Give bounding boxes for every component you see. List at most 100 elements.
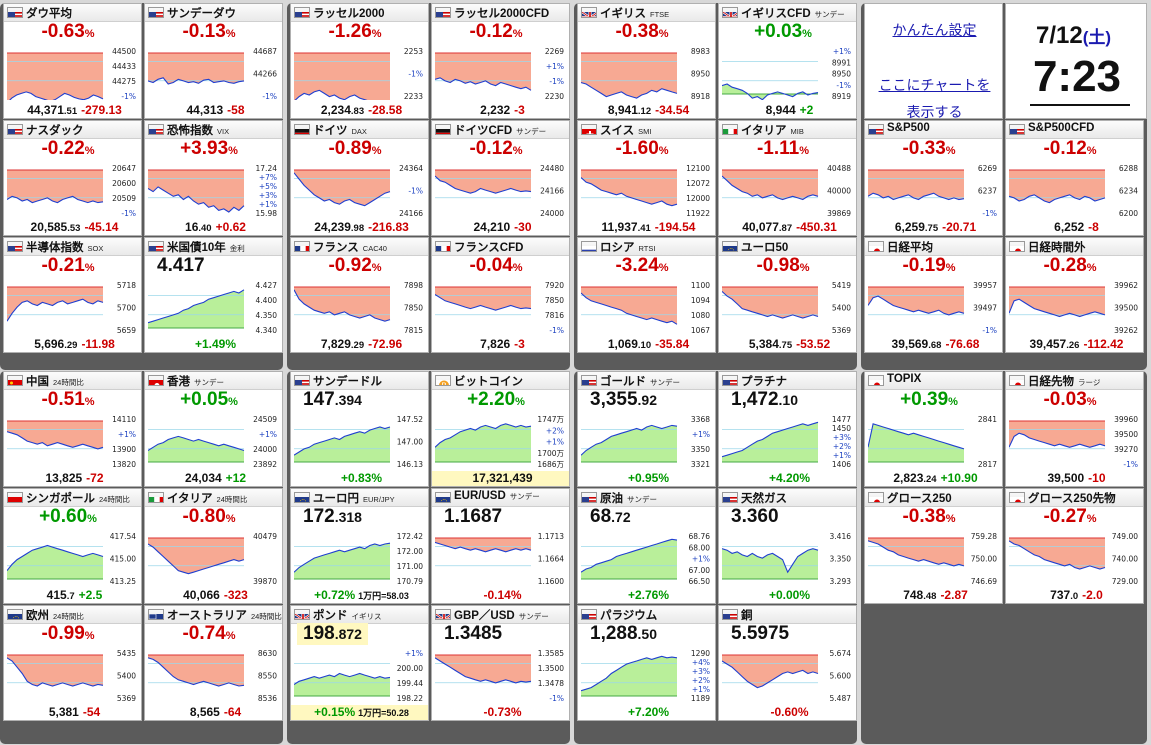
price-chart[interactable]: 20647 20600 20509 -1% bbox=[7, 162, 138, 217]
market-tile[interactable]: グロース250 -0.38% 759.28 750.00 746.69 748.48 -2.… bbox=[864, 488, 1003, 604]
market-tile[interactable]: ゴールド サンデー 3,355.92 3368 +1% 3350 3321 +0.95% bbox=[577, 371, 716, 487]
market-tile[interactable]: 日経先物 ラージ -0.03% 39960 39500 39270 -1% 39,500 -10 bbox=[1005, 371, 1144, 487]
price-chart[interactable]: 5435 5400 5369 bbox=[7, 647, 138, 702]
price-chart[interactable]: 3368 +1% 3350 3321 bbox=[581, 413, 712, 468]
market-tile[interactable]: 日経時間外 -0.28% 39962 39500 39262 39,457.26 -112.… bbox=[1005, 237, 1144, 353]
tick-label: 3.350 bbox=[830, 555, 852, 564]
price-chart[interactable]: 2841 2817 bbox=[868, 413, 999, 468]
market-tile[interactable]: サンデードル 147.394 147.52 147.00 146.13 +0.83% bbox=[290, 371, 429, 487]
price-chart[interactable]: 5718 5700 5659 bbox=[7, 279, 138, 334]
market-tile[interactable]: 原油 サンデー 68.72 68.76 68.00 +1% 67.00 66.50 +2.76% bbox=[577, 488, 716, 604]
price-chart[interactable]: 1747万 +2% +1% 1700万 1686万 bbox=[435, 413, 566, 468]
price-chart[interactable]: 2269 +1% -1% 2230 bbox=[435, 45, 566, 100]
market-tile[interactable]: ポンド イギリス 198.872 +1% 200.00 199.44 198.22 +0.15… bbox=[290, 605, 429, 721]
flag-us-icon bbox=[435, 7, 451, 18]
price-chart[interactable]: 147.52 147.00 146.13 bbox=[294, 413, 425, 468]
market-tile[interactable]: ナスダック -0.22% 20647 20600 20509 -1% 20,585.53 -4… bbox=[3, 120, 142, 236]
chart-link-line1[interactable]: ここにチャートを bbox=[878, 77, 991, 93]
price-chart[interactable]: 44500 44433 44275 -1% bbox=[7, 45, 138, 100]
price-chart[interactable]: 749.00 740.00 729.00 bbox=[1009, 530, 1140, 585]
market-tile[interactable]: パラジウム 1,288.50 1290 +4% +3% +2% +1% 1189 +7.20% bbox=[577, 605, 716, 721]
price-chart[interactable]: 6288 6234 6200 bbox=[1009, 162, 1140, 217]
market-tile[interactable]: ダウ平均 -0.63% 44500 44433 44275 -1% 44,371.51 -27… bbox=[3, 3, 142, 119]
price-chart[interactable]: 417.54 415.00 413.25 bbox=[7, 530, 138, 585]
market-tile[interactable]: 香港 サンデー +0.05% 24509 +1% 24000 23892 24,034 +12 bbox=[144, 371, 283, 487]
tile-footer: 20,585.53 -45.14 bbox=[4, 220, 141, 235]
price-chart[interactable]: 6269 6237 -1% bbox=[868, 162, 999, 217]
last-price-dec: .48 bbox=[923, 591, 937, 602]
market-tile[interactable]: フランスCFD -0.04% 7920 7850 7816 -1% 7,826 -3 bbox=[431, 237, 570, 353]
price-chart[interactable]: 40479 39870 bbox=[148, 530, 279, 585]
price-chart[interactable]: 1.1713 1.1664 1.1600 bbox=[435, 530, 566, 585]
market-tile[interactable]: 欧州 24時間比 -0.99% 5435 5400 5369 5,381 -54 bbox=[3, 605, 142, 721]
market-tile[interactable]: 米国債10年 金利 4.417 4.427 4.400 4.350 4.340 +1.49% bbox=[144, 237, 283, 353]
market-tile[interactable]: プラチナ 1,472.10 1477 1450 +3% +2% +1% 1406 +4.20% bbox=[718, 371, 857, 487]
price-chart[interactable]: 8983 8950 8918 bbox=[581, 45, 712, 100]
market-tile[interactable]: 恐怖指数 VIX +3.93% 17.24 +7% +5% +3% +1% 15.98 16.40… bbox=[144, 120, 283, 236]
market-tile[interactable]: フランス CAC40 -0.92% 7898 7850 7815 7,829.29 -72.9… bbox=[290, 237, 429, 353]
price-chart[interactable]: 2253 -1% 2233 bbox=[294, 45, 425, 100]
price-chart[interactable]: 7898 7850 7815 bbox=[294, 279, 425, 334]
price-chart[interactable]: 14110 +1% 13900 13820 bbox=[7, 413, 138, 468]
market-tile[interactable]: S&P500 -0.33% 6269 6237 -1% 6,259.75 -20.71 bbox=[864, 120, 1003, 236]
market-tile[interactable]: ドイツ DAX -0.89% 24364 -1% 24166 24,239.98 -216.8… bbox=[290, 120, 429, 236]
price-chart[interactable]: 39957 39497 -1% bbox=[868, 279, 999, 334]
market-tile[interactable]: S&P500CFD -0.12% 6288 6234 6200 6,252 -8 bbox=[1005, 120, 1144, 236]
market-tile[interactable]: イタリア 24時間比 -0.80% 40479 39870 40,066 -323 bbox=[144, 488, 283, 604]
market-tile[interactable]: サンデーダウ -0.13% 44687 44266 -1% 44,313 -58 bbox=[144, 3, 283, 119]
price-chart[interactable]: 3.416 3.350 3.293 bbox=[722, 530, 853, 585]
price-chart[interactable]: 12100 12072 12000 11922 bbox=[581, 162, 712, 217]
price-chart[interactable]: 172.42 172.00 171.00 170.79 bbox=[294, 530, 425, 585]
market-tile[interactable]: 日経平均 -0.19% 39957 39497 -1% 39,569.68 -76.68 bbox=[864, 237, 1003, 353]
last-price: 40,066 bbox=[183, 588, 220, 602]
settings-link[interactable]: かんたん設定 bbox=[892, 22, 977, 38]
price-chart[interactable]: 5419 5400 5369 bbox=[722, 279, 853, 334]
price-chart[interactable]: 40488 40000 39869 bbox=[722, 162, 853, 217]
market-tile[interactable]: グロース250先物 -0.27% 749.00 740.00 729.00 737.0 -2… bbox=[1005, 488, 1144, 604]
price-chart[interactable]: +1% 200.00 199.44 198.22 bbox=[294, 647, 425, 702]
market-tile[interactable]: GBP／USD サンデー 1.3485 1.3585 1.3500 1.3478 -1% -0… bbox=[431, 605, 570, 721]
price-diff: -8 bbox=[1088, 220, 1099, 234]
price-chart[interactable]: 1477 1450 +3% +2% +1% 1406 bbox=[722, 413, 853, 468]
market-tile[interactable]: シンガポール 24時間比 +0.60% 417.54 415.00 413.25 415.7… bbox=[3, 488, 142, 604]
price-chart[interactable]: 68.76 68.00 +1% 67.00 66.50 bbox=[581, 530, 712, 585]
price-chart[interactable]: 24509 +1% 24000 23892 bbox=[148, 413, 279, 468]
price-chart[interactable]: 24480 24166 24000 bbox=[435, 162, 566, 217]
market-tile[interactable]: B ビットコイン +2.20% 1747万 +2% +1% 1700万 1686万 17,321… bbox=[431, 371, 570, 487]
price-chart[interactable]: +1% 8991 8950 -1% 8919 bbox=[722, 45, 853, 100]
market-tile[interactable]: イギリスCFD サンデー +0.03% +1% 8991 8950 -1% 8919 8,944… bbox=[718, 3, 857, 119]
price-chart[interactable]: 5.674 5.600 5.487 bbox=[722, 647, 853, 702]
price-chart[interactable]: 39960 39500 39270 -1% bbox=[1009, 413, 1140, 468]
market-tile[interactable]: 天然ガス 3.360 3.416 3.350 3.293 +0.00% bbox=[718, 488, 857, 604]
price-chart[interactable]: 1100 1094 1080 1067 bbox=[581, 279, 712, 334]
market-tile[interactable]: ラッセル2000CFD -0.12% 2269 +1% -1% 2230 2,232 -3 bbox=[431, 3, 570, 119]
market-tile[interactable]: 中国 24時間比 -0.51% 14110 +1% 13900 13820 13,825 -72 bbox=[3, 371, 142, 487]
market-tile[interactable]: イタリア MIB -1.11% 40488 40000 39869 40,077.87 -45… bbox=[718, 120, 857, 236]
market-tile[interactable]: EUR/USD サンデー 1.1687 1.1713 1.1664 1.1600 -0.14… bbox=[431, 488, 570, 604]
chart-fill bbox=[722, 170, 818, 200]
market-tile[interactable]: ユーロ円 EUR/JPY 172.318 172.42 172.00 171.00 170.… bbox=[290, 488, 429, 604]
market-tile[interactable]: 半導体指数 SOX -0.21% 5718 5700 5659 5,696.29 -11.98 bbox=[3, 237, 142, 353]
market-tile[interactable]: イギリス FTSE -0.38% 8983 8950 8918 8,941.12 -34.54 bbox=[577, 3, 716, 119]
price-chart[interactable]: 4.427 4.400 4.350 4.340 bbox=[148, 279, 279, 334]
price-chart[interactable]: 8630 8550 8536 bbox=[148, 647, 279, 702]
price-chart[interactable]: 1.3585 1.3500 1.3478 -1% bbox=[435, 647, 566, 702]
market-tile[interactable]: ユーロ50 -0.98% 5419 5400 5369 5,384.75 -53.52 bbox=[718, 237, 857, 353]
price-chart[interactable]: 17.24 +7% +5% +3% +1% 15.98 bbox=[148, 162, 279, 217]
price-chart[interactable]: 39962 39500 39262 bbox=[1009, 279, 1140, 334]
market-tile[interactable]: ドイツCFD サンデー -0.12% 24480 24166 24000 24,210 -30 bbox=[431, 120, 570, 236]
price-chart[interactable]: 24364 -1% 24166 bbox=[294, 162, 425, 217]
price-chart[interactable]: 759.28 750.00 746.69 bbox=[868, 530, 999, 585]
market-tile[interactable]: 銅 5.5975 5.674 5.600 5.487 -0.60% bbox=[718, 605, 857, 721]
market-tile[interactable]: ラッセル2000 -1.26% 2253 -1% 2233 2,234.83 -28.58 bbox=[290, 3, 429, 119]
market-tile[interactable]: TOPIX +0.39% 2841 2817 2,823.24 +10.90 bbox=[864, 371, 1003, 487]
price-diff: +12 bbox=[225, 471, 247, 485]
market-tile[interactable]: オーストラリア 24時間比 -0.74% 8630 8550 8536 8,565 -64 bbox=[144, 605, 283, 721]
price-chart[interactable]: 7920 7850 7816 -1% bbox=[435, 279, 566, 334]
market-tile[interactable]: スイス SMI -1.60% 12100 12072 12000 11922 11,937.4… bbox=[577, 120, 716, 236]
price-chart[interactable]: 44687 44266 -1% bbox=[148, 45, 279, 100]
market-tile[interactable]: ロシア RTSI -3.24% 1100 1094 1080 1067 1,069.10 -35… bbox=[577, 237, 716, 353]
price-chart[interactable]: 1290 +4% +3% +2% +1% 1189 bbox=[581, 647, 712, 702]
tick-label: 23892 bbox=[253, 460, 277, 468]
chart-link-line2[interactable]: 表示する bbox=[906, 104, 963, 119]
